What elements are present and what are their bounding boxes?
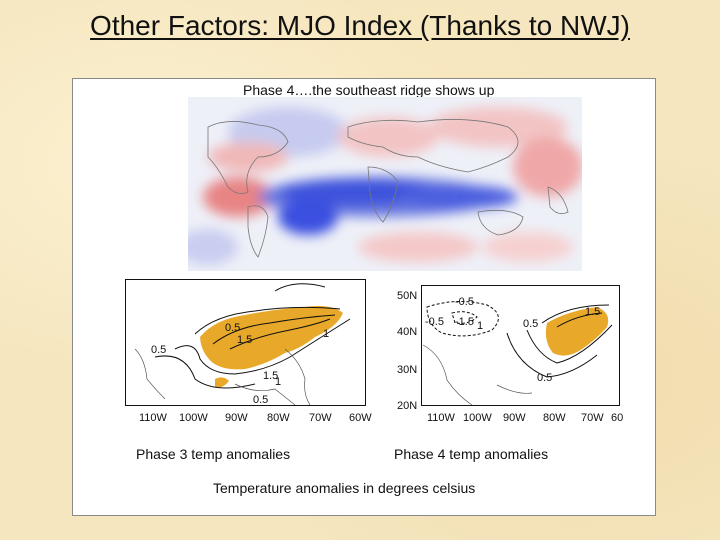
phase4-caption: Phase 4 temp anomalies	[394, 446, 549, 462]
contour-label: 1	[477, 320, 483, 332]
contour-label: 1.5	[263, 370, 278, 382]
contour-label: 0.5	[225, 322, 240, 334]
phase3-warm-anomaly-area	[200, 305, 343, 370]
lon-tick-label: 100W	[179, 412, 208, 424]
lon-tick-label: 60	[611, 412, 623, 424]
contour-label: 1	[323, 328, 329, 340]
global-anomaly-map	[188, 97, 582, 271]
contour-label: 1.5	[585, 306, 600, 318]
contour-label: -1.5	[455, 316, 474, 328]
phase4-anomaly-map: 50N 40N 30N 20N -0.5 -0.5 -1.5 1 0.5 1.5…	[397, 285, 625, 425]
lon-tick-label: 80W	[543, 412, 566, 424]
lon-tick-label: 100W	[463, 412, 492, 424]
phase4-warm-anomaly-area	[545, 307, 609, 356]
lon-tick-label: 110W	[139, 412, 168, 424]
contour-label: -0.5	[425, 316, 444, 328]
lat-tick-label: 30N	[397, 364, 417, 376]
contour-label: 0.5	[523, 318, 538, 330]
lon-tick-label: 90W	[225, 412, 248, 424]
lat-tick-label: 40N	[397, 326, 417, 338]
lon-tick-label: 70W	[309, 412, 332, 424]
slide-title: Other Factors: MJO Index (Thanks to NWJ)	[90, 10, 630, 41]
phase3-caption: Phase 3 temp anomalies	[136, 446, 291, 462]
contour-label: 1.5	[237, 334, 252, 346]
lon-tick-label: 70W	[581, 412, 604, 424]
contour-label: 0.5	[537, 372, 552, 384]
contour-label: -0.5	[455, 296, 474, 308]
figure-frame: Phase 4….the southeast ridge shows up	[72, 78, 656, 516]
lon-tick-label: 110W	[427, 412, 456, 424]
lon-tick-label: 80W	[267, 412, 290, 424]
contour-label: 0.5	[253, 394, 268, 406]
footer-caption: Temperature anomalies in degrees celsius	[213, 480, 476, 496]
contour-label: 0.5	[151, 344, 166, 356]
lon-tick-label: 90W	[503, 412, 526, 424]
phase3-anomaly-map: 0.5 1.5 0.5 1.5 1 0.5 1 110W 100W 90W 80…	[125, 279, 379, 425]
lon-tick-label: 60W	[349, 412, 372, 424]
top-map-caption: Phase 4….the southeast ridge shows up	[243, 82, 495, 98]
lat-tick-label: 50N	[397, 290, 417, 302]
lat-tick-label: 20N	[397, 400, 417, 412]
contour-label: 1	[275, 376, 281, 388]
